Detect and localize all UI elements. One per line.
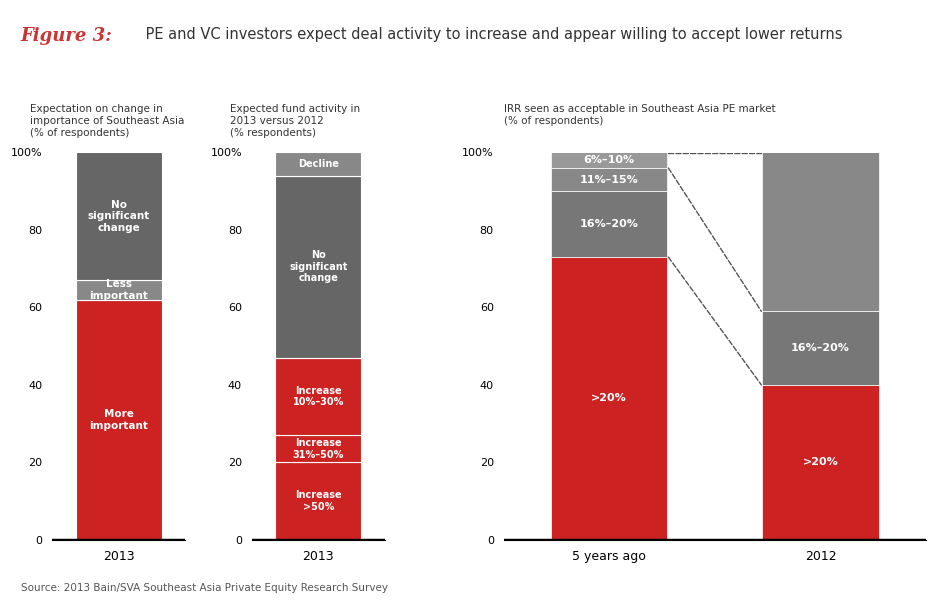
Text: >20%: >20% [591, 393, 627, 403]
Bar [551, 191, 667, 257]
Bar [551, 257, 667, 540]
Text: Expectation on change in: Expectation on change in [30, 104, 163, 113]
Text: IRR seen as acceptable in Southeast Asia PE market: IRR seen as acceptable in Southeast Asia… [504, 104, 775, 113]
Bar [276, 462, 361, 540]
Bar [763, 311, 879, 385]
Bar [76, 281, 162, 300]
Text: 6%–10%: 6%–10% [583, 156, 635, 165]
Text: Increase
>50%: Increase >50% [294, 490, 342, 512]
Text: Increase
31%–50%: Increase 31%–50% [293, 438, 344, 459]
Bar [76, 300, 162, 540]
Text: importance of Southeast Asia: importance of Southeast Asia [30, 116, 184, 126]
Text: No
significant
change: No significant change [289, 250, 348, 284]
Bar [551, 152, 667, 168]
Text: Figure 3:: Figure 3: [21, 27, 113, 46]
Bar [276, 436, 361, 462]
Text: 11%–15%: 11%–15% [580, 174, 638, 185]
Text: Southeast Asia PE and VC market is expected to grow...: Southeast Asia PE and VC market is expec… [63, 76, 454, 89]
Text: >20%: >20% [803, 458, 839, 467]
Bar [551, 168, 667, 192]
Text: PE and VC investors expect deal activity to increase and appear willing to accep: PE and VC investors expect deal activity… [141, 27, 842, 43]
Text: More
important: More important [89, 409, 148, 431]
Text: (% respondents): (% respondents) [230, 128, 316, 138]
Bar [276, 176, 361, 358]
Text: Increase
10%–30%: Increase 10%–30% [293, 386, 344, 407]
Text: ...partly driven by lower return expectations: ...partly driven by lower return expecta… [563, 76, 876, 89]
Text: 16%–20%: 16%–20% [791, 343, 850, 353]
Text: No
significant
change: No significant change [87, 200, 150, 233]
Text: (% of respondents): (% of respondents) [30, 128, 130, 138]
Bar [763, 385, 879, 540]
Text: 16%–20%: 16%–20% [580, 219, 638, 229]
Bar [763, 152, 879, 311]
Text: Less
important: Less important [89, 279, 148, 301]
Text: Source: 2013 Bain/SVA Southeast Asia Private Equity Research Survey: Source: 2013 Bain/SVA Southeast Asia Pri… [21, 583, 388, 593]
Text: 2013 versus 2012: 2013 versus 2012 [230, 116, 324, 126]
Bar [76, 152, 162, 281]
Text: Expected fund activity in: Expected fund activity in [230, 104, 360, 113]
Text: Decline: Decline [297, 159, 339, 169]
Text: (% of respondents): (% of respondents) [504, 116, 603, 126]
Bar [276, 358, 361, 436]
Bar [276, 152, 361, 176]
